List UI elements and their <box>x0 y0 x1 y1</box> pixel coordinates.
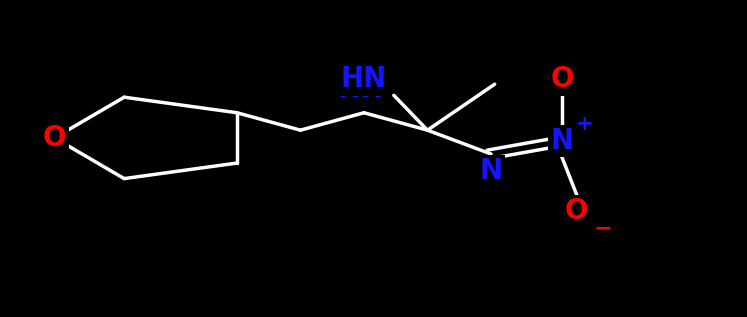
Text: O: O <box>43 124 66 152</box>
Text: −: − <box>594 218 613 238</box>
Text: O: O <box>550 65 574 94</box>
Text: N: N <box>551 127 574 155</box>
Text: HN: HN <box>341 65 387 94</box>
Text: +: + <box>575 114 593 134</box>
Text: NH: NH <box>337 75 383 103</box>
Text: O: O <box>565 197 589 225</box>
Text: N: N <box>480 157 503 185</box>
